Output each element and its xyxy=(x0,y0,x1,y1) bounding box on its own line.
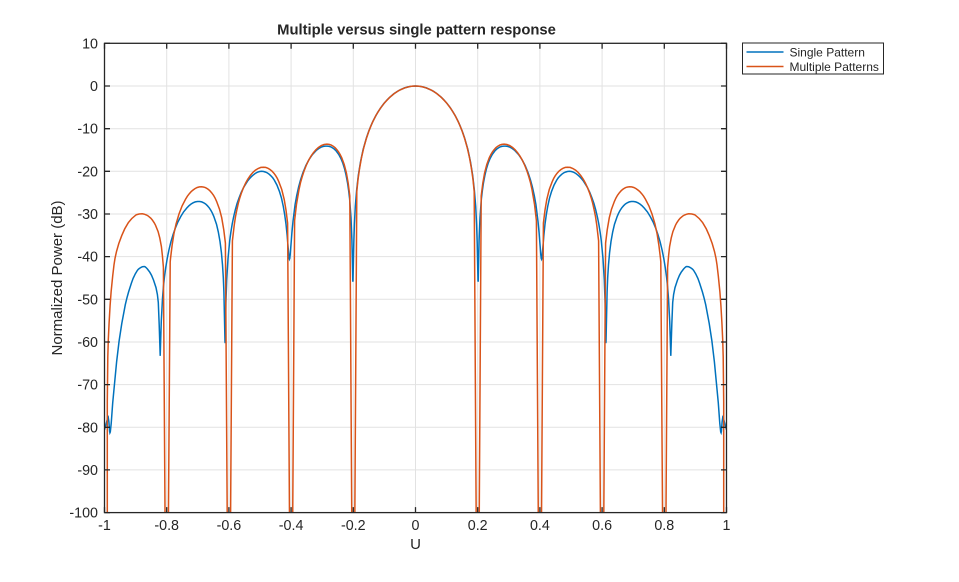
svg-text:-0.6: -0.6 xyxy=(217,518,242,534)
svg-text:0: 0 xyxy=(412,518,420,534)
svg-text:Normalized Power (dB): Normalized Power (dB) xyxy=(49,200,66,355)
svg-text:10: 10 xyxy=(82,36,98,52)
svg-text:-1: -1 xyxy=(98,518,111,534)
svg-text:U: U xyxy=(410,536,421,553)
svg-text:-70: -70 xyxy=(77,378,98,394)
svg-text:0.2: 0.2 xyxy=(468,518,488,534)
svg-text:-20: -20 xyxy=(77,164,98,180)
svg-text:0.6: 0.6 xyxy=(592,518,612,534)
svg-text:1: 1 xyxy=(723,518,731,534)
svg-text:0: 0 xyxy=(90,79,98,95)
svg-text:-60: -60 xyxy=(77,335,98,351)
svg-text:-10: -10 xyxy=(77,122,98,138)
svg-text:-30: -30 xyxy=(77,207,98,223)
svg-text:-100: -100 xyxy=(69,506,98,522)
svg-text:-80: -80 xyxy=(77,420,98,436)
svg-text:-0.4: -0.4 xyxy=(279,518,304,534)
svg-text:-40: -40 xyxy=(77,250,98,266)
svg-text:-90: -90 xyxy=(77,463,98,479)
svg-text:-0.8: -0.8 xyxy=(154,518,179,534)
svg-text:Multiple Patterns: Multiple Patterns xyxy=(790,60,879,74)
svg-text:-50: -50 xyxy=(77,292,98,308)
svg-text:-0.2: -0.2 xyxy=(341,518,366,534)
svg-text:Single Pattern: Single Pattern xyxy=(790,46,865,60)
svg-text:0.8: 0.8 xyxy=(654,518,674,534)
svg-text:0.4: 0.4 xyxy=(530,518,550,534)
svg-text:Multiple versus single pattern: Multiple versus single pattern response xyxy=(277,23,556,39)
